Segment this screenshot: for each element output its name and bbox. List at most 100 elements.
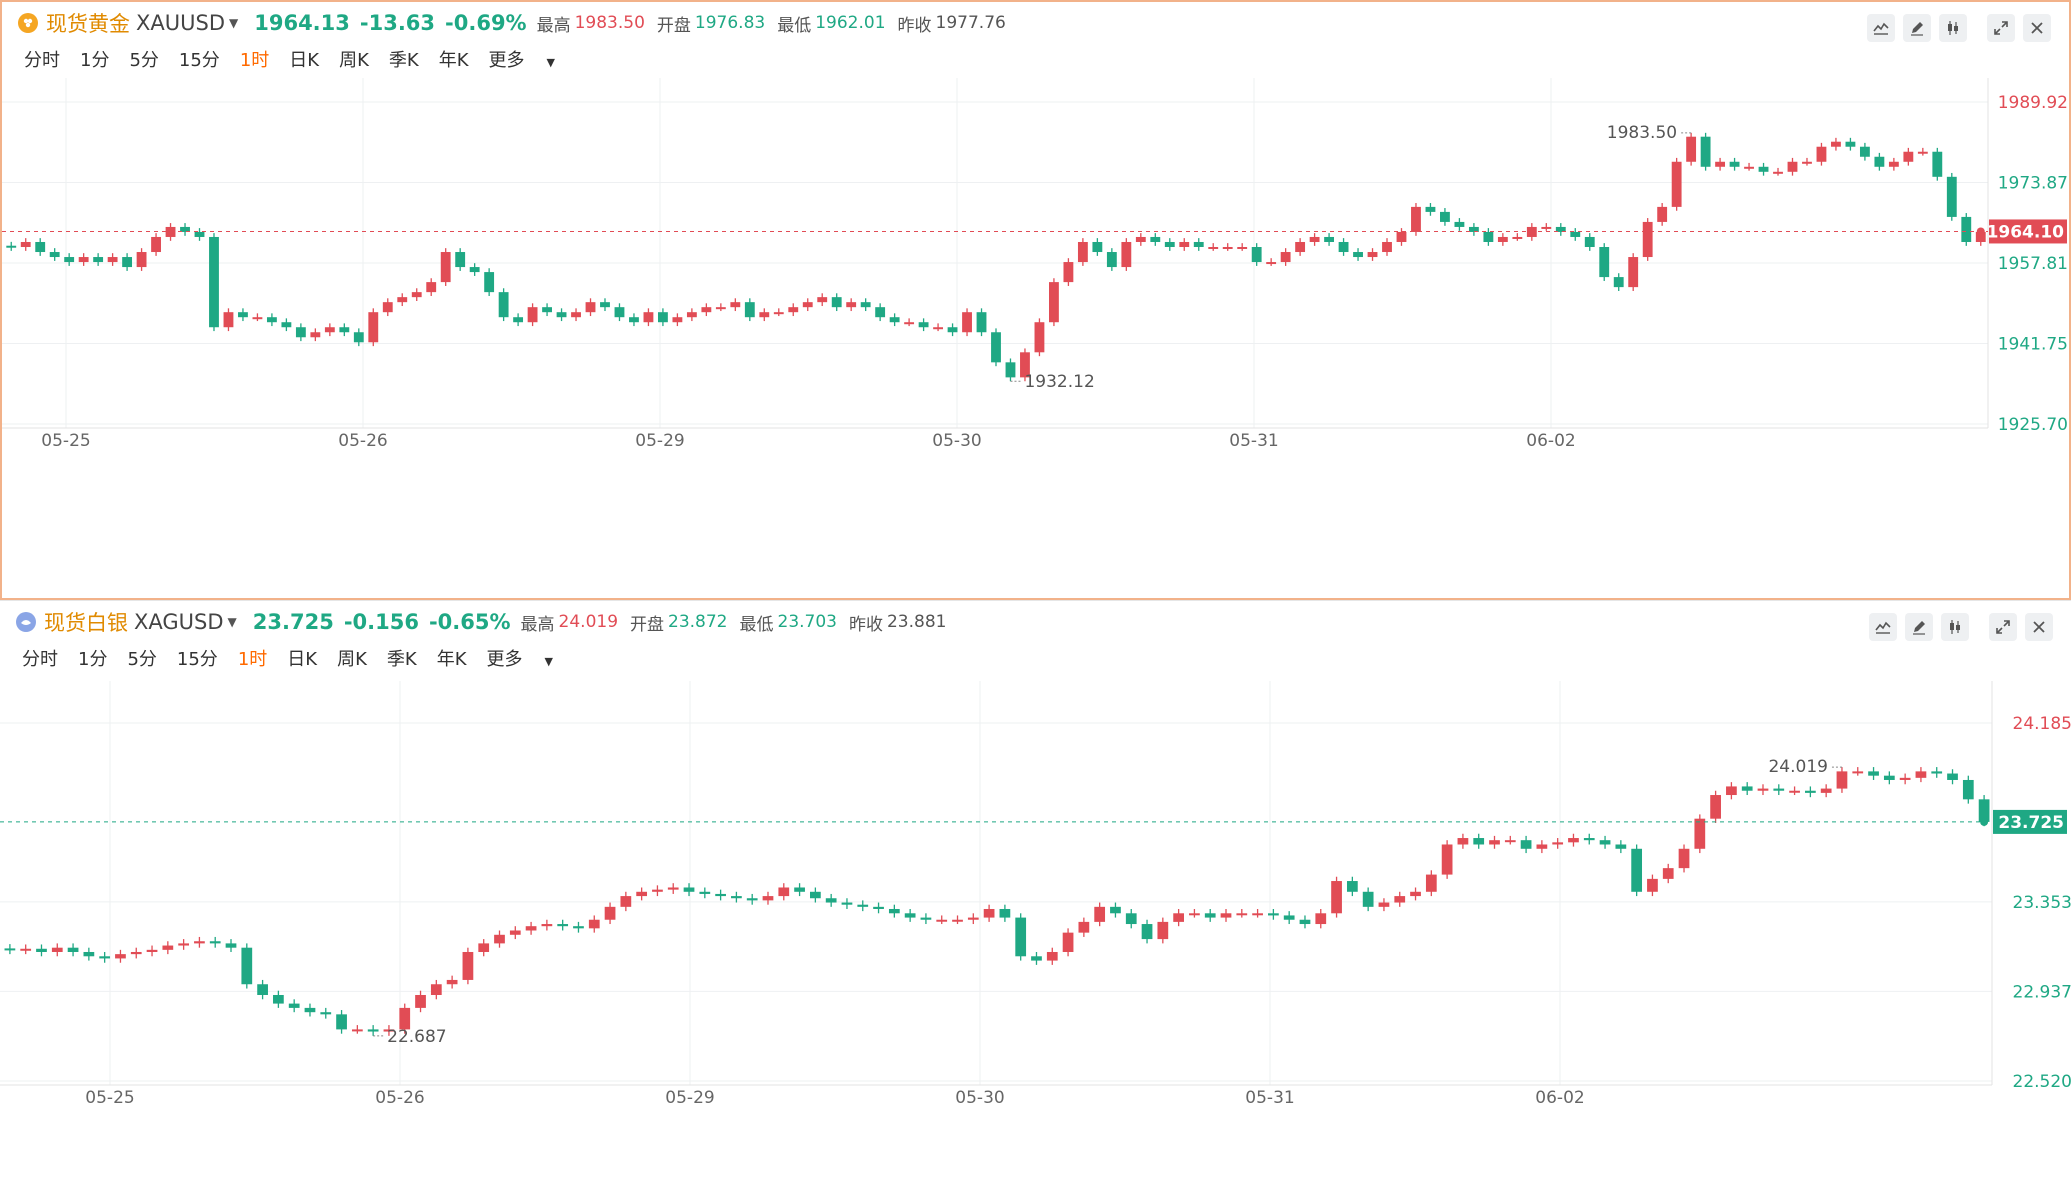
- candle-body: [1094, 906, 1106, 922]
- candle-body: [846, 302, 857, 308]
- candle-body: [397, 297, 408, 303]
- candle-body: [383, 1029, 395, 1032]
- candle-body: [20, 241, 31, 248]
- candle-body: [1280, 252, 1291, 263]
- candle-body: [1917, 151, 1928, 154]
- candle-body: [731, 896, 742, 899]
- silver-open-label: 开盘: [630, 614, 665, 635]
- candle-body: [1883, 775, 1895, 780]
- candle-body: [1726, 786, 1737, 796]
- candle-body: [1978, 799, 1990, 822]
- x-axis-date-label: 05-31: [1245, 1088, 1294, 1108]
- silver-candlestick-chart[interactable]: 24.019 22.687 24.185 23.353 22.937 22.520 23.7…: [0, 681, 2071, 1201]
- candle-body: [478, 943, 490, 952]
- candle-body: [1836, 771, 1848, 789]
- tab-yearly[interactable]: 年K: [436, 649, 467, 670]
- tab-more[interactable]: 更多 ▼: [487, 645, 573, 671]
- x-axis-date-label: 05-29: [665, 1088, 714, 1108]
- silver-prevclose-label: 昨收: [848, 614, 883, 635]
- candle-body: [1457, 838, 1469, 845]
- gold-low-value: 1962.01: [815, 13, 886, 33]
- candle-body: [746, 898, 758, 901]
- tab-yearly[interactable]: 年K: [438, 50, 469, 71]
- candle-body: [178, 943, 189, 946]
- candle-body: [494, 934, 505, 944]
- gold-name[interactable]: 现货黄金: [46, 12, 130, 36]
- tab-1hour[interactable]: 1时: [239, 50, 270, 71]
- candle-body: [967, 917, 979, 920]
- tab-15min[interactable]: 15分: [178, 50, 220, 71]
- tab-quarterly[interactable]: 季K: [386, 649, 417, 670]
- candle-body: [107, 257, 118, 263]
- candle-body: [1135, 236, 1146, 242]
- silver-toolbar: [1869, 613, 2053, 641]
- symbol-dropdown-icon[interactable]: ▼: [227, 615, 237, 629]
- y-axis-label: 1957.81: [1998, 254, 2068, 274]
- candle-body: [1425, 874, 1437, 892]
- tab-daily[interactable]: 日K: [287, 649, 318, 670]
- candle-body: [794, 887, 805, 892]
- close-button[interactable]: [2025, 613, 2053, 641]
- candle-body: [1802, 161, 1812, 164]
- tab-more[interactable]: 更多 ▼: [489, 46, 575, 72]
- candle-body: [1671, 161, 1682, 207]
- tab-1min[interactable]: 1分: [78, 649, 108, 670]
- candle-body: [1526, 226, 1537, 237]
- gold-candlestick-chart[interactable]: 1983.50 1932.12 1989.92 1973.87 1957.81 1941.…: [2, 78, 2069, 598]
- silver-coin-icon: [16, 612, 36, 632]
- candle-body: [1125, 913, 1137, 925]
- tab-quarterly[interactable]: 季K: [388, 50, 419, 71]
- fullscreen-button[interactable]: [1989, 613, 2017, 641]
- tab-1hour[interactable]: 1时: [237, 649, 268, 670]
- candle-body: [415, 994, 426, 1008]
- candle-body: [525, 926, 537, 931]
- candle-body: [657, 312, 668, 323]
- candle-body: [1552, 842, 1564, 845]
- close-button[interactable]: [2023, 14, 2051, 42]
- candle-body: [527, 307, 538, 323]
- candle-body: [49, 252, 60, 258]
- tab-5min[interactable]: 5分: [127, 649, 157, 670]
- candle-body: [1584, 236, 1595, 248]
- silver-symbol[interactable]: XAGUSD: [134, 610, 224, 634]
- candle-body: [817, 297, 828, 303]
- fullscreen-button[interactable]: [1987, 14, 2015, 42]
- draw-button[interactable]: [1905, 613, 1933, 641]
- candle-body: [1222, 247, 1233, 250]
- draw-button[interactable]: [1903, 14, 1931, 42]
- tab-weekly[interactable]: 周K: [339, 50, 369, 71]
- candle-body: [146, 949, 158, 952]
- candle-body: [1541, 226, 1552, 229]
- tab-timeshare[interactable]: 分时: [24, 50, 60, 71]
- tab-5min[interactable]: 5分: [129, 50, 159, 71]
- chart-type-button[interactable]: [1939, 14, 1967, 42]
- candle-body: [1962, 779, 1974, 800]
- candle-body: [1411, 206, 1421, 232]
- candle-body: [614, 307, 625, 318]
- gold-symbol[interactable]: XAUUSD: [136, 11, 225, 35]
- tab-daily[interactable]: 日K: [289, 50, 320, 71]
- chart-type-button[interactable]: [1941, 613, 1969, 641]
- candle-body: [1237, 247, 1248, 250]
- candle-body: [1489, 840, 1500, 845]
- candle-body: [1946, 176, 1957, 217]
- symbol-dropdown-icon[interactable]: ▼: [229, 16, 239, 30]
- candle-body: [620, 896, 632, 907]
- candle-body: [310, 332, 321, 338]
- indicator-button[interactable]: [1867, 14, 1895, 42]
- candle-body: [324, 327, 335, 333]
- candle-body: [947, 327, 958, 333]
- tab-weekly[interactable]: 周K: [337, 649, 367, 670]
- indicator-button[interactable]: [1869, 613, 1897, 641]
- candle-body: [382, 302, 393, 313]
- tab-1min[interactable]: 1分: [80, 50, 110, 71]
- candle-body: [1193, 241, 1204, 248]
- candle-body: [1932, 151, 1943, 177]
- candle-body: [1220, 913, 1232, 918]
- silver-name[interactable]: 现货白银: [44, 611, 128, 635]
- candle-body: [440, 252, 451, 283]
- tab-timeshare[interactable]: 分时: [22, 649, 58, 670]
- candle-body: [762, 896, 774, 901]
- tab-15min[interactable]: 15分: [176, 649, 218, 670]
- candle-body: [1473, 838, 1485, 845]
